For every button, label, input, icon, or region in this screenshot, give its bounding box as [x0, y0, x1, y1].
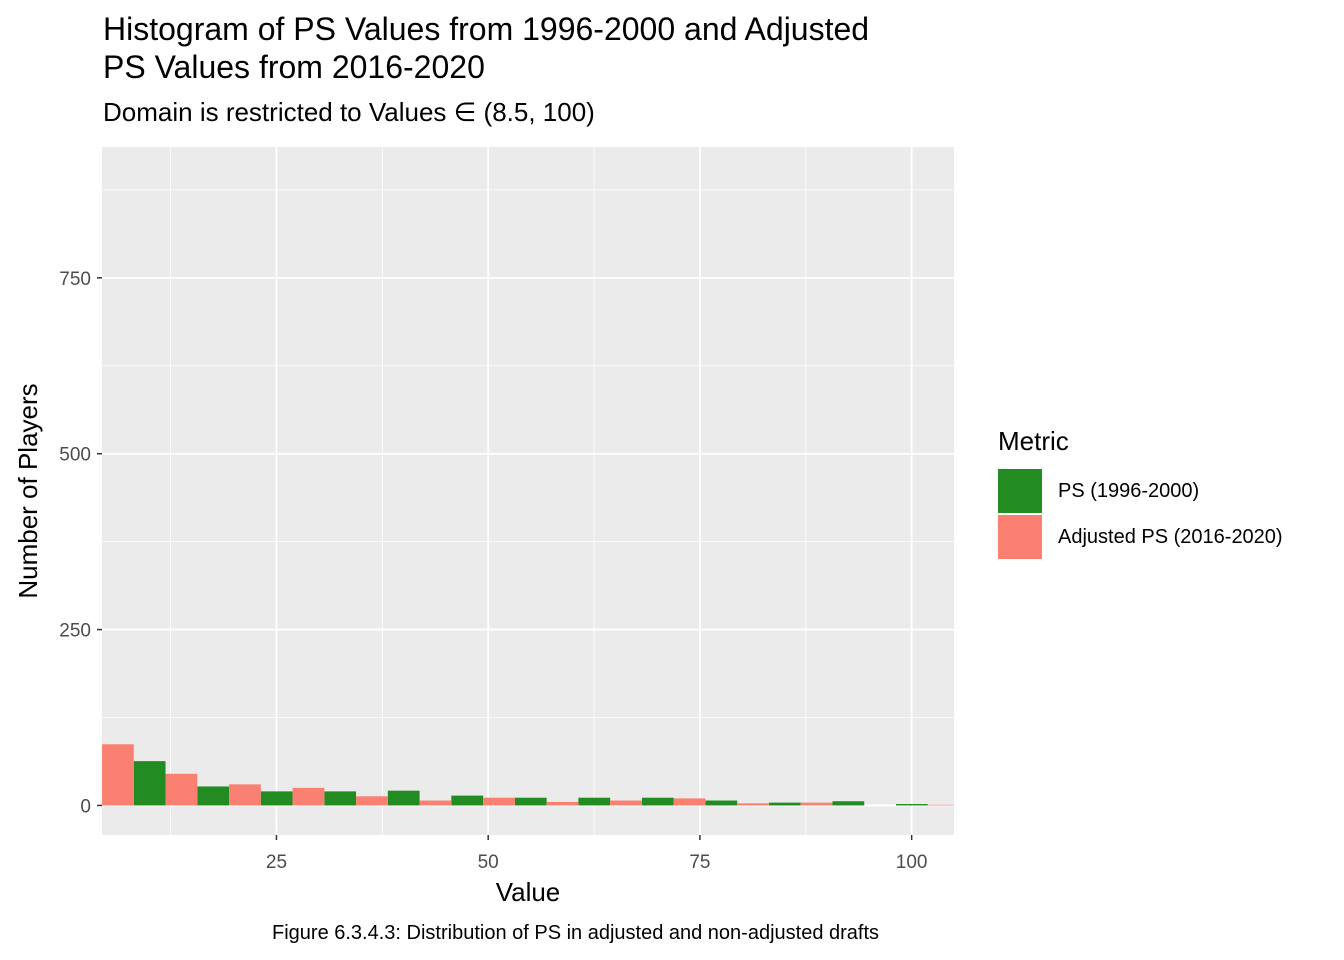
y-tick-label: 500: [59, 445, 91, 466]
legend-swatch-ps: [998, 469, 1042, 513]
bar-adjusted-ps: [229, 784, 261, 806]
chart-title-line-2: PS Values from 2016-2020: [103, 49, 485, 85]
bar-adjusted-ps: [610, 800, 642, 806]
bar-adjusted-ps: [356, 796, 388, 806]
legend-item-ps: PS (1996-2000): [998, 469, 1338, 513]
figure-caption: Figure 6.3.4.3: Distribution of PS in ad…: [272, 922, 880, 944]
bar-adjusted-ps: [546, 801, 579, 806]
bar-adjusted-ps: [737, 803, 769, 806]
bar-ps: [514, 797, 547, 806]
y-tick-label: 250: [59, 621, 91, 642]
bar-adjusted-ps: [165, 773, 198, 806]
x-tick-label: 25: [266, 852, 287, 873]
bar-adjusted-ps: [419, 800, 452, 806]
bar-ps: [641, 797, 674, 806]
bar-ps: [705, 800, 738, 806]
bar-ps: [578, 797, 611, 806]
bar-ps: [895, 804, 928, 806]
chart-subtitle: Domain is restricted to Values ∈ (8.5, 1…: [103, 97, 595, 127]
bars: [102, 744, 954, 806]
bar-ps: [768, 802, 801, 806]
chart-title: Histogram of PS Values from 1996-2000 an…: [103, 10, 1003, 86]
y-tick-label: 750: [59, 269, 91, 290]
y-tick-label: 0: [80, 796, 91, 817]
x-tick-label: 50: [478, 852, 499, 873]
legend-title: Metric: [998, 426, 1069, 456]
legend-label-ps: PS (1996-2000): [1058, 480, 1200, 502]
chart-title-line-1: Histogram of PS Values from 1996-2000 an…: [103, 11, 870, 47]
bar-adjusted-ps: [800, 802, 833, 806]
bar-ps: [451, 795, 484, 806]
bar-ps: [387, 790, 420, 806]
bar-ps: [832, 801, 865, 806]
bar-adjusted-ps: [673, 798, 706, 806]
plot-panel: [102, 147, 954, 835]
x-axis: 25 50 75 100: [266, 835, 928, 873]
legend-label-adjusted-ps: Adjusted PS (2016-2020): [1058, 526, 1283, 548]
bar-adjusted-ps: [483, 797, 515, 806]
grid-minor: [102, 147, 954, 835]
bar-adjusted-ps: [292, 787, 325, 806]
y-axis-title: Number of Players: [13, 383, 43, 598]
bar-ps: [260, 791, 293, 806]
bar-ps: [133, 761, 166, 806]
bar-adjusted-ps: [927, 804, 954, 806]
x-tick-label: 75: [689, 852, 710, 873]
legend-item-adjusted-ps: Adjusted PS (2016-2020): [998, 515, 1338, 559]
bar-adjusted-ps: [102, 744, 134, 806]
bar-ps: [324, 791, 357, 806]
x-tick-label: 100: [896, 852, 928, 873]
y-axis: 0 250 500 750: [59, 269, 102, 817]
bar-ps: [197, 786, 230, 806]
legend-swatch-adjusted-ps: [998, 515, 1042, 559]
x-axis-title: Value: [496, 877, 561, 907]
